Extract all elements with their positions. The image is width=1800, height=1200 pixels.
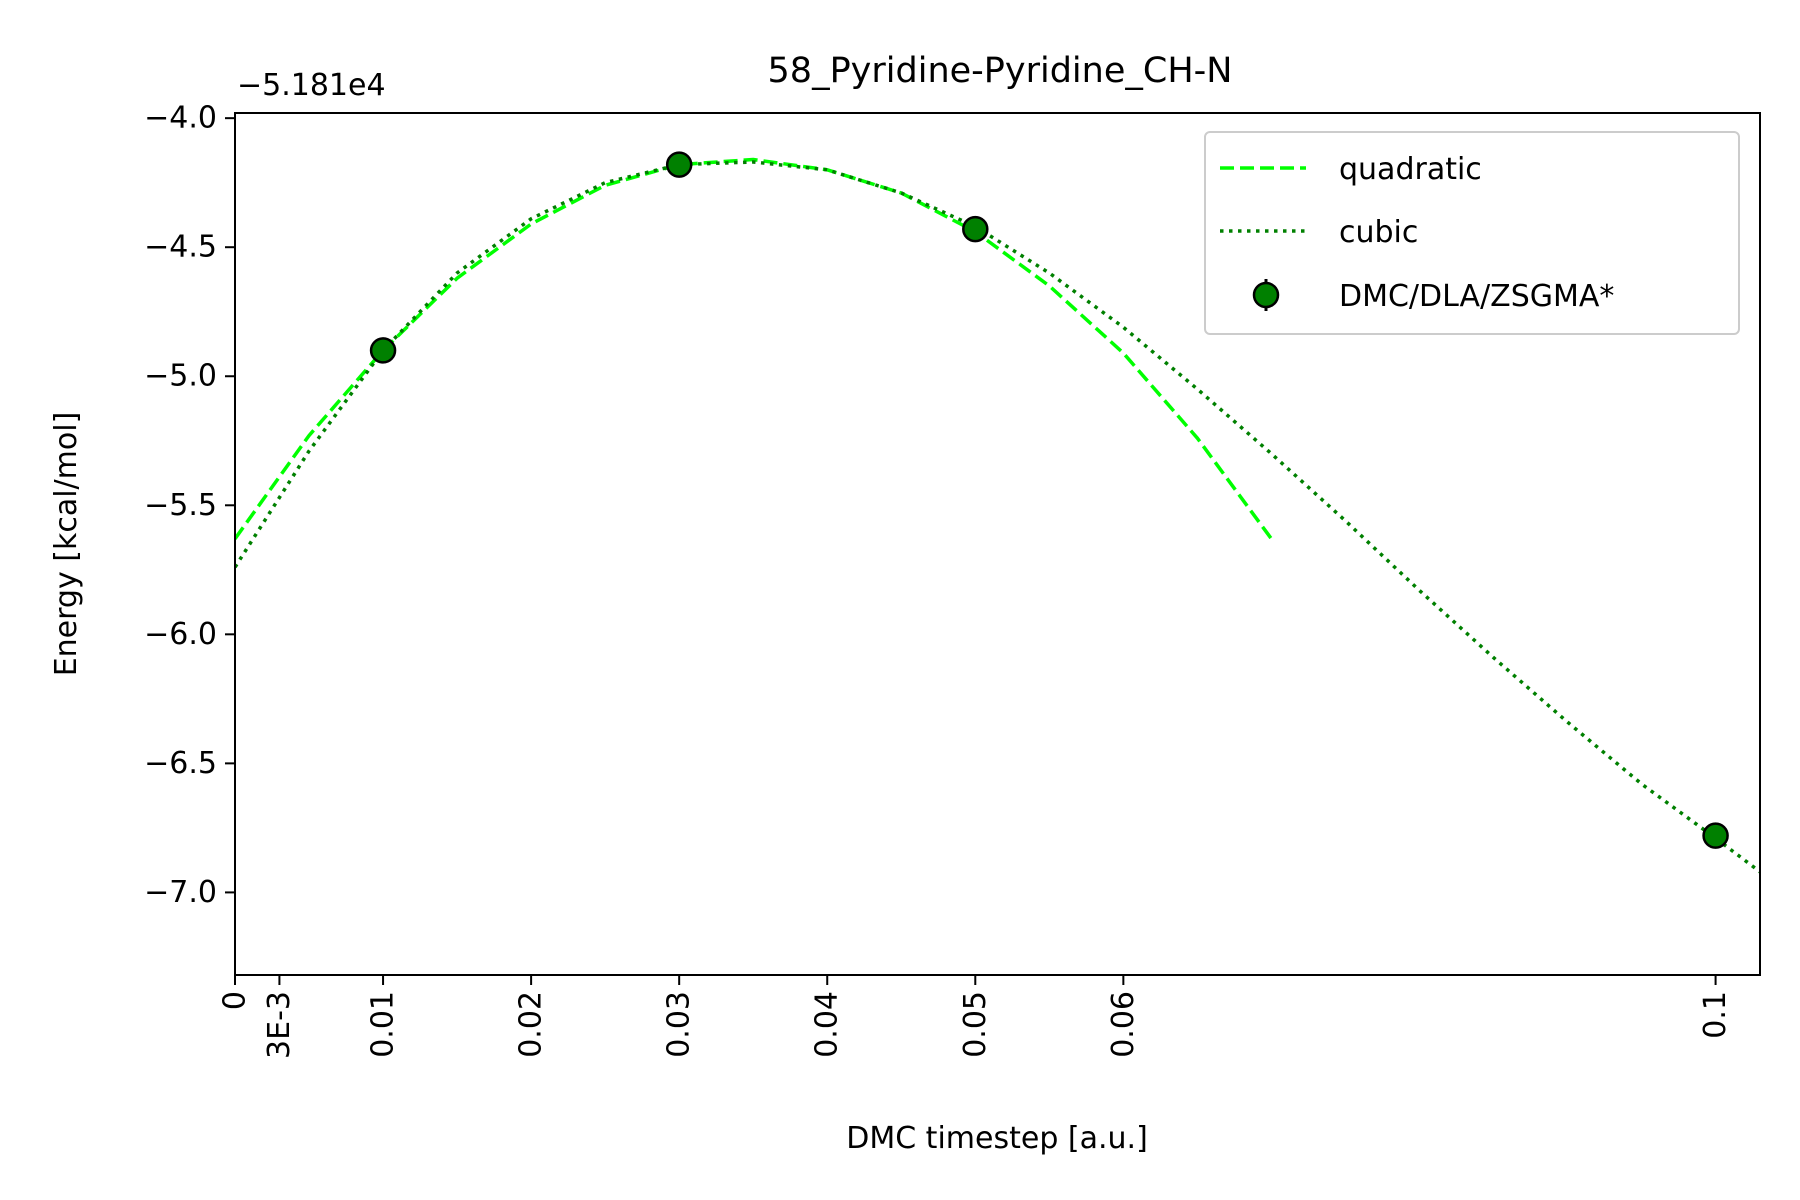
plot-frame	[234, 112, 1761, 976]
offset-label: −5.181e4	[237, 68, 386, 103]
y-tick-label: −7.0	[144, 875, 217, 910]
series-line-cubic	[235, 160, 1760, 874]
x-tick-label: 0.02	[514, 991, 549, 1058]
x-tick-label: 0.1	[1698, 991, 1733, 1039]
y-axis: −4.0 −4.5 −5.0 −5.5 −6.0 −6.5 −7.0	[144, 101, 235, 910]
data-points	[369, 151, 1729, 849]
legend: quadratic cubic DMC/DLA/ZSGMA*	[1204, 131, 1740, 335]
y-axis-label: Energy [kcal/mol]	[49, 412, 84, 677]
legend-label-cubic: cubic	[1339, 215, 1418, 250]
x-tick-label: 0.06	[1106, 991, 1141, 1058]
x-tick-label: 0.01	[366, 991, 401, 1058]
x-axis: 0 3E-3 0.01 0.02 0.03 0.04 0.05 0.06 0.1	[218, 975, 1733, 1059]
y-tick-label: −5.5	[144, 488, 217, 523]
y-tick-label: −4.0	[144, 101, 217, 136]
y-tick-label: −6.0	[144, 617, 217, 652]
x-tick-label: 0.03	[662, 991, 697, 1058]
legend-swatch-dmc	[1252, 281, 1280, 309]
y-tick-label: −4.5	[144, 230, 217, 265]
x-tick-label: 0.04	[810, 991, 845, 1058]
x-tick-label: 3E-3	[262, 991, 297, 1059]
chart-title: 58_Pyridine-Pyridine_CH-N	[768, 51, 1233, 91]
legend-box	[1204, 131, 1740, 335]
series-lines	[235, 157, 1760, 874]
x-tick-label: 0.05	[958, 991, 993, 1058]
y-tick-label: −5.0	[144, 359, 217, 394]
legend-label-quadratic: quadratic	[1339, 152, 1482, 187]
data-point	[665, 151, 693, 178]
legend-label-dmc: DMC/DLA/ZSGMA*	[1339, 279, 1614, 314]
data-point	[962, 215, 989, 243]
x-tick-label: 0	[218, 991, 253, 1010]
x-axis-label: DMC timestep [a.u.]	[846, 1121, 1148, 1156]
y-tick-label: −6.5	[144, 746, 217, 781]
series-line-quadratic	[235, 157, 1273, 540]
data-point	[369, 337, 397, 364]
data-point	[1702, 822, 1729, 849]
